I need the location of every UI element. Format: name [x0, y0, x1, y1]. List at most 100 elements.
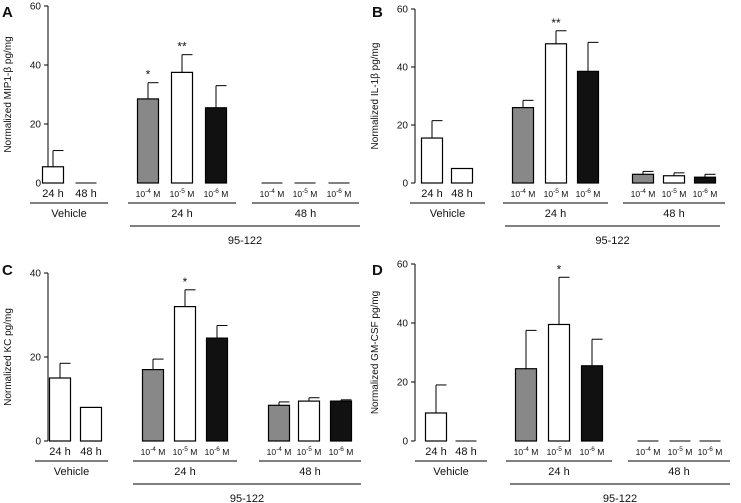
concentration-label: 10-4 M [514, 446, 539, 457]
concentration-label: 10-4 M [636, 446, 661, 457]
compound-label: 95-122 [603, 493, 637, 503]
concentration-label: 10-4 M [511, 188, 536, 199]
bar [450, 167, 474, 184]
bar [576, 70, 600, 184]
concentration-label: 10-6 M [327, 188, 352, 199]
y-tick-label: 60 [30, 2, 42, 13]
compound-label: 95-122 [595, 235, 629, 247]
bar [204, 107, 228, 184]
significance-marker: ** [177, 40, 187, 54]
concentration-label: 10-6 M [576, 188, 601, 199]
concentration-label: 10-5 M [170, 188, 195, 199]
group-label: 24 h [171, 208, 192, 220]
category-label: 48 h [451, 188, 472, 200]
y-tick-label: 0 [402, 437, 408, 448]
significance-marker: * [557, 262, 562, 276]
concentration-label: 10-4 M [260, 188, 285, 199]
group-label: 48 h [663, 208, 684, 220]
group-label: Vehicle [430, 208, 465, 220]
group-label: Vehicle [433, 466, 468, 478]
concentration-label: 10-5 M [547, 446, 572, 457]
y-tick-label: 60 [397, 5, 409, 16]
y-tick-label: 20 [397, 121, 409, 132]
concentration-label: 10-6 M [698, 446, 723, 457]
y-tick-label: 20 [30, 353, 42, 364]
concentration-label: 10-6 M [329, 446, 354, 457]
bar [547, 323, 571, 442]
y-tick-label: 40 [30, 269, 42, 280]
group-label: Vehicle [54, 466, 89, 478]
y-axis-label: Normalized MIP1-β pg/mg [3, 36, 14, 152]
concentration-label: 10-6 M [580, 446, 605, 457]
y-tick-label: 40 [30, 61, 42, 72]
bar [662, 175, 686, 184]
bar [267, 404, 291, 442]
y-axis-label: Normalized KC pg/mg [3, 308, 14, 406]
panel-letter: C [2, 262, 13, 279]
concentration-label: 10-5 M [293, 188, 318, 199]
category-label: 48 h [80, 446, 101, 458]
concentration-label: 10-6 M [693, 188, 718, 199]
panel-letter: B [372, 4, 383, 21]
concentration-label: 10-6 M [204, 188, 229, 199]
y-tick-label: 0 [35, 179, 41, 190]
bar [514, 368, 538, 442]
bar [693, 176, 717, 184]
group-label: 48 h [668, 466, 689, 478]
y-axis-label: Normalized GM-CSF pg/mg [370, 291, 381, 414]
bar [79, 406, 103, 442]
panel-letter: D [372, 262, 383, 279]
concentration-label: 10-6 M [205, 446, 230, 457]
bar [48, 377, 72, 442]
bar [170, 71, 194, 184]
chart-panel-c: C 0 20 40 Normalized KC pg/mg 24 h 48 h 10-4 M *… [2, 262, 361, 503]
y-tick-label: 20 [30, 120, 42, 131]
concentration-label: 10-4 M [136, 188, 161, 199]
concentration-label: 10-5 M [668, 446, 693, 457]
category-label: 24 h [425, 446, 446, 458]
concentration-label: 10-5 M [544, 188, 569, 199]
bar [329, 400, 353, 442]
y-tick-label: 40 [397, 63, 409, 74]
category-label: 24 h [49, 446, 70, 458]
group-label: 24 h [174, 466, 195, 478]
bar [205, 337, 229, 442]
bar [511, 106, 535, 184]
chart-panel-a: A 0 20 40 60 Normalized MIP1-β pg/mg 24 h 48 h *… [2, 2, 360, 247]
chart-panel-b: B 0 20 40 60 Normalized IL-1β pg/mg 24 h 48 h 10… [370, 4, 725, 247]
group-label: 24 h [545, 208, 566, 220]
y-tick-label: 60 [397, 260, 409, 271]
bar [424, 412, 448, 442]
y-axis-label: Normalized IL-1β pg/mg [370, 43, 381, 150]
concentration-label: 10-4 M [141, 446, 166, 457]
bar [420, 137, 444, 184]
group-label: 48 h [299, 466, 320, 478]
group-label: 48 h [295, 208, 316, 220]
y-tick-label: 40 [397, 319, 409, 330]
y-tick-label: 0 [35, 437, 41, 448]
bar [580, 365, 604, 442]
concentration-label: 10-4 M [631, 188, 656, 199]
significance-marker: ** [551, 16, 561, 30]
group-label: Vehicle [51, 208, 86, 220]
category-label: 48 h [75, 188, 96, 200]
significance-marker: * [183, 275, 188, 289]
bar [41, 166, 65, 184]
bar [136, 98, 160, 184]
bar [297, 400, 321, 442]
category-label: 24 h [42, 188, 63, 200]
compound-label: 95-122 [230, 493, 264, 503]
significance-marker: * [146, 68, 151, 82]
concentration-label: 10-4 M [267, 446, 292, 457]
concentration-label: 10-5 M [297, 446, 322, 457]
group-label: 24 h [548, 466, 569, 478]
bar [141, 369, 165, 442]
chart-panel-d: D 0 20 40 60 Normalized GM-CSF pg/mg 24 h 48 h 1… [370, 260, 730, 503]
y-tick-label: 0 [402, 179, 408, 190]
y-tick-label: 20 [397, 378, 409, 389]
bar [173, 306, 197, 442]
category-label: 24 h [421, 188, 442, 200]
compound-label: 95-122 [228, 235, 262, 247]
panel-letter: A [2, 4, 13, 21]
